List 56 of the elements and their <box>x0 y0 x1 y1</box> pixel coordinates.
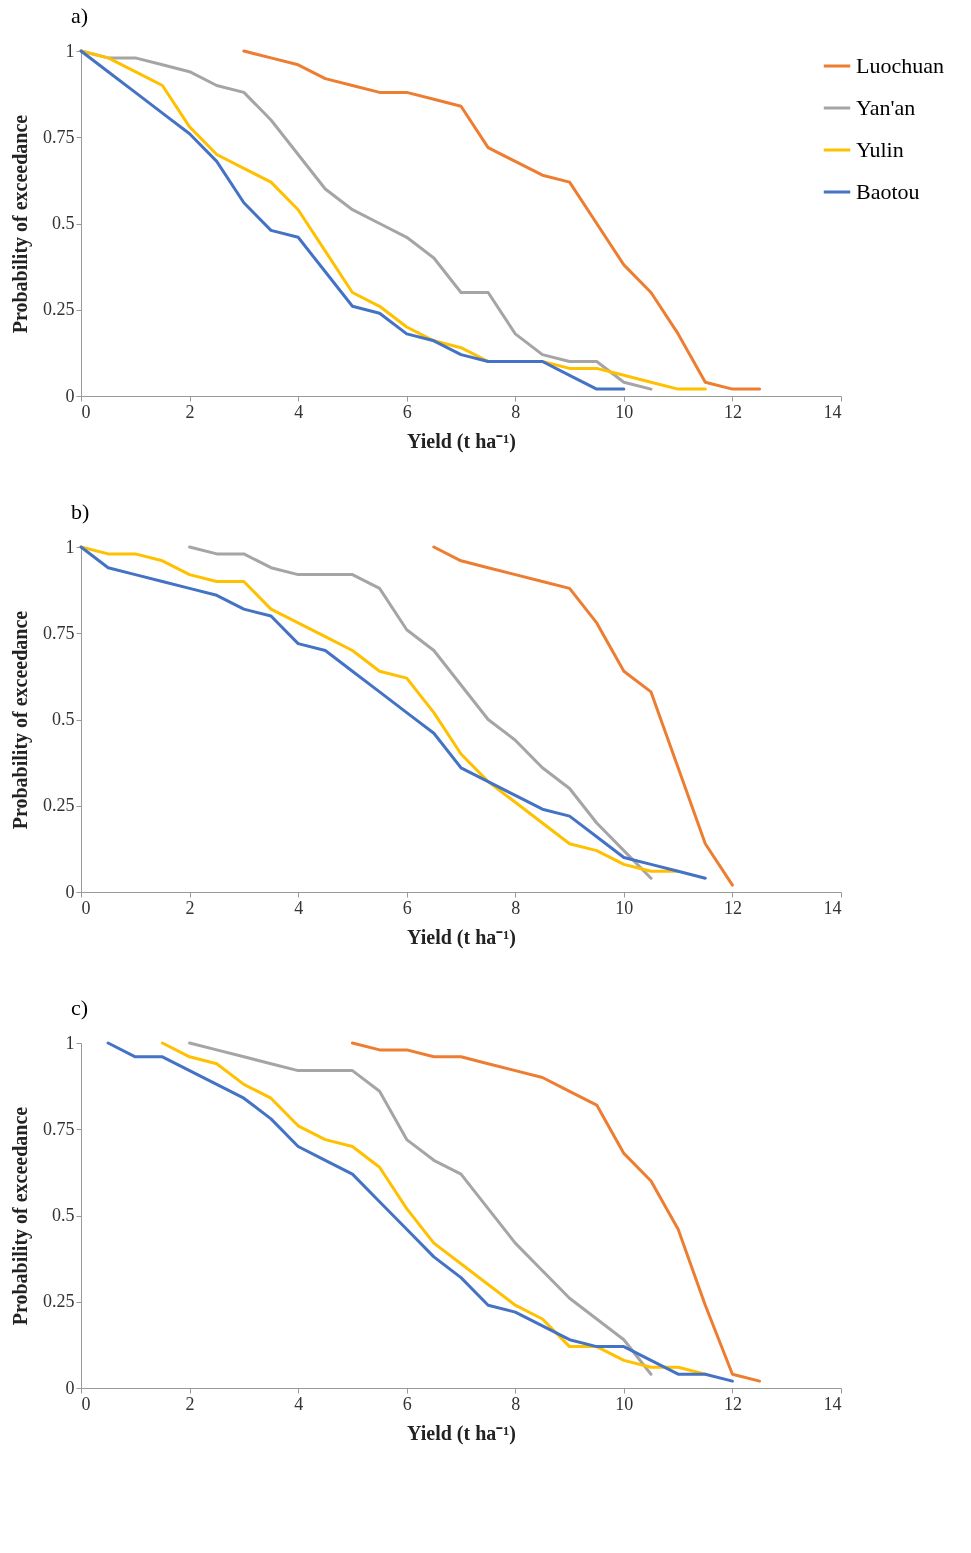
y-tick-label: 0.25 <box>43 299 75 320</box>
x-axis-title: Yield (t ha⁻¹) <box>407 429 516 453</box>
y-tick-label: 0 <box>65 881 75 902</box>
x-tick-label: 6 <box>402 897 412 918</box>
x-tick-label: 8 <box>511 1393 521 1414</box>
legend-label: Luochuan <box>856 53 944 78</box>
chart-title: b) <box>71 499 90 524</box>
x-tick-label: 10 <box>615 1393 634 1414</box>
x-tick-label: 2 <box>185 897 195 918</box>
y-axis-title: Probability of exceedance <box>9 114 32 334</box>
x-tick-label: 8 <box>511 897 521 918</box>
x-tick-label: 4 <box>294 401 304 422</box>
x-tick-label: 12 <box>723 401 742 422</box>
y-tick-label: 1 <box>65 40 75 61</box>
y-tick-label: 1 <box>65 1032 75 1053</box>
y-axis-title: Probability of exceedance <box>9 1106 32 1326</box>
x-tick-label: 6 <box>402 401 412 422</box>
x-tick-label: 6 <box>402 1393 412 1414</box>
y-tick-label: 0 <box>65 385 75 406</box>
x-tick-label: 12 <box>723 897 742 918</box>
y-tick-label: 0.75 <box>43 1118 75 1139</box>
legend-label: Yulin <box>856 137 904 162</box>
legend-label: Baotou <box>856 179 920 204</box>
chart-title: c) <box>71 995 89 1020</box>
y-tick-label: 0 <box>65 1377 75 1398</box>
x-axis-title: Yield (t ha⁻¹) <box>407 1421 516 1445</box>
x-tick-label: 4 <box>294 897 304 918</box>
x-tick-label: 14 <box>823 897 842 918</box>
line-series <box>188 545 653 880</box>
y-axis-title: Probability of exceedance <box>9 610 32 830</box>
x-tick-label: 0 <box>81 1393 91 1414</box>
legend-label: Yan'an <box>856 95 916 120</box>
x-tick-label: 14 <box>823 401 842 422</box>
x-tick-label: 10 <box>615 897 634 918</box>
line-series <box>432 545 734 887</box>
y-tick-label: 0.5 <box>52 709 75 729</box>
y-tick-label: 0.75 <box>43 126 75 147</box>
y-tick-label: 0.5 <box>52 213 75 233</box>
y-tick-label: 0.75 <box>43 622 75 643</box>
x-tick-label: 12 <box>723 1393 742 1414</box>
chart-title: a) <box>71 3 89 28</box>
x-tick-label: 0 <box>81 401 91 422</box>
y-tick-label: 0.5 <box>52 1205 75 1225</box>
x-tick-label: 4 <box>294 1393 304 1414</box>
x-tick-label: 10 <box>615 401 634 422</box>
line-series <box>350 1041 762 1383</box>
line-series <box>242 49 762 391</box>
x-axis-title: Yield (t ha⁻¹) <box>407 925 516 949</box>
x-tick-label: 2 <box>185 1393 195 1414</box>
x-tick-label: 2 <box>185 401 195 422</box>
y-tick-label: 0.25 <box>43 795 75 816</box>
y-tick-label: 0.25 <box>43 1291 75 1312</box>
x-tick-label: 0 <box>81 897 91 918</box>
x-tick-label: 14 <box>823 1393 842 1414</box>
x-tick-label: 8 <box>511 401 521 422</box>
y-tick-label: 1 <box>65 536 75 557</box>
